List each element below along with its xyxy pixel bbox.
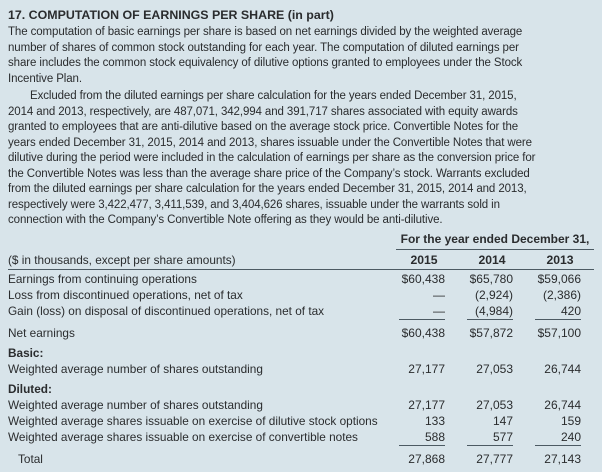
cell-2015: — <box>390 289 458 302</box>
cell-value: 588 <box>399 431 445 446</box>
section-title: 17. COMPUTATION OF EARNINGS PER SHARE (i… <box>8 8 334 22</box>
cell-value: $60,438 <box>401 272 445 286</box>
cell-2015: 27,868 <box>390 453 458 466</box>
year-column-2013: 2013 <box>546 252 574 267</box>
cell-2015: — <box>390 305 458 320</box>
cell-value: 27,177 <box>408 398 445 412</box>
cell-2014: (2,924) <box>458 289 526 302</box>
cell-value: $65,780 <box>469 272 513 286</box>
cell-value: $59,066 <box>537 272 581 286</box>
cell-value: 27,053 <box>476 398 513 412</box>
cell-2014: 27,053 <box>458 399 526 412</box>
row-label: Diluted: <box>8 382 52 396</box>
cell-value: 27,868 <box>408 452 445 466</box>
cell-2015: $60,438 <box>390 327 458 340</box>
cell-2013: 26,744 <box>526 399 594 412</box>
table-row: Net earnings $60,438 $57,872 $57,100 <box>8 326 594 342</box>
cell-value: 159 <box>560 414 581 428</box>
cell-2015: 588 <box>390 431 458 446</box>
cell-2013: $57,100 <box>526 327 594 340</box>
table-row: Basic: <box>8 346 594 362</box>
row-label: Earnings from continuing operations <box>8 272 197 286</box>
cell-2013: (2,386) <box>526 289 594 302</box>
cell-2015: 133 <box>390 415 458 428</box>
table-row: Gain (loss) on disposal of discontinued … <box>8 304 594 322</box>
cell-2013: 159 <box>526 415 594 428</box>
row-label: Weighted average shares issuable on exer… <box>8 414 378 428</box>
cell-value: 147 <box>492 414 513 428</box>
cell-value: (2,386) <box>542 288 581 302</box>
cell-value: 27,053 <box>476 362 513 376</box>
cell-2015: 27,177 <box>390 363 458 376</box>
cell-value: 27,177 <box>408 362 445 376</box>
paragraph-excluded-shares: Excluded from the diluted earnings per s… <box>8 90 536 226</box>
cell-value: (4,984) <box>467 305 513 320</box>
table-row: Weighted average number of shares outsta… <box>8 398 594 414</box>
year-column-2014: 2014 <box>478 252 506 267</box>
cell-value: 26,744 <box>544 398 581 412</box>
table-row: Earnings from continuing operations $60,4… <box>8 272 594 288</box>
table-row: Total 27,868 27,777 27,143 <box>8 452 594 468</box>
cell-value: — <box>433 288 445 302</box>
row-label: Total <box>18 452 43 466</box>
cell-value: — <box>399 305 445 320</box>
cell-2014: $57,872 <box>458 327 526 340</box>
cell-value: $60,438 <box>401 326 445 340</box>
row-label: Weighted average shares issuable on exer… <box>8 430 358 444</box>
row-label: Loss from discontinued operations, net o… <box>8 288 243 302</box>
table-row: Loss from discontinued operations, net o… <box>8 288 594 304</box>
cell-2014: $65,780 <box>458 273 526 286</box>
cell-value: (2,924) <box>474 288 513 302</box>
cell-2014: 577 <box>458 431 526 446</box>
cell-value: 27,777 <box>476 452 513 466</box>
cell-value: 577 <box>467 431 513 446</box>
row-label: Basic: <box>8 346 44 360</box>
row-label: Net earnings <box>8 326 75 340</box>
cell-2013: 27,143 <box>526 453 594 466</box>
cell-2013: 26,744 <box>526 363 594 376</box>
cell-2013: 420 <box>526 305 594 320</box>
cell-value: $57,100 <box>537 326 581 340</box>
cell-value: $57,872 <box>469 326 513 340</box>
cell-2014: 147 <box>458 415 526 428</box>
table-row: Weighted average shares issuable on exer… <box>8 414 594 430</box>
cell-2014: 27,777 <box>458 453 526 466</box>
cell-2015: 27,177 <box>390 399 458 412</box>
table-row: Weighted average shares issuable on exer… <box>8 430 594 448</box>
cell-2013: 240 <box>526 431 594 446</box>
table-caption: ($ in thousands, except per share amount… <box>8 252 236 267</box>
cell-2013: $59,066 <box>526 273 594 286</box>
cell-value: 240 <box>535 431 581 446</box>
table-row: Diluted: <box>8 382 594 398</box>
cell-2014: 27,053 <box>458 363 526 376</box>
period-header: For the year ended December 31, <box>396 232 594 250</box>
eps-table: For the year ended December 31, ($ in th… <box>8 232 594 468</box>
table-row: Weighted average number of shares outsta… <box>8 362 594 378</box>
paragraph-basic-eps: The computation of basic earnings per sh… <box>8 26 523 85</box>
cell-2014: (4,984) <box>458 305 526 320</box>
cell-value: 133 <box>424 414 445 428</box>
cell-value: 26,744 <box>544 362 581 376</box>
table-body: Earnings from continuing operations $60,4… <box>8 270 594 468</box>
row-label: Weighted average number of shares outsta… <box>8 398 263 412</box>
year-column-2015: 2015 <box>410 252 438 267</box>
cell-2015: $60,438 <box>390 273 458 286</box>
cell-value: 27,143 <box>544 452 581 466</box>
table-header-row: ($ in thousands, except per share amount… <box>8 250 594 270</box>
row-label: Weighted average number of shares outsta… <box>8 362 263 376</box>
row-label: Gain (loss) on disposal of discontinued … <box>8 304 325 318</box>
cell-value: 420 <box>535 305 581 320</box>
